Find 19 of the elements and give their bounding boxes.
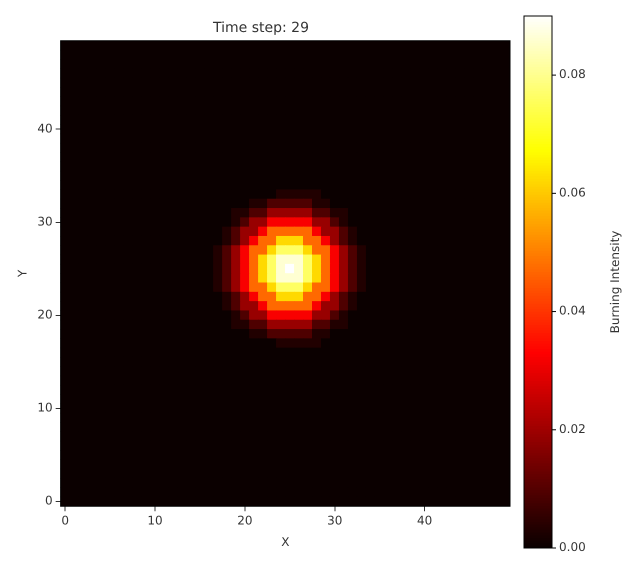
- x-tick-label: 20: [237, 514, 253, 528]
- color-bar-label: 0.02: [559, 422, 586, 436]
- y-tick-label: 0: [45, 494, 53, 508]
- y-tick-label: 30: [37, 214, 53, 228]
- color-bar-label: 0.06: [559, 185, 586, 200]
- y-tick-label: 40: [37, 121, 53, 136]
- x-tick-label: 30: [327, 514, 342, 528]
- y-tick-label: 10: [37, 400, 53, 415]
- y-axis-title: Y: [15, 269, 30, 278]
- x-axis-title: X: [281, 534, 290, 549]
- color-bar-label: 0.00: [559, 540, 586, 554]
- x-tick-label: 10: [147, 514, 163, 528]
- x-tick-label: 0: [61, 514, 69, 528]
- chart-title: Time step: 29: [212, 20, 309, 36]
- color-bar-label: 0.08: [559, 67, 586, 82]
- color-bar-label: 0.04: [559, 304, 586, 318]
- y-tick-label: 20: [37, 308, 53, 322]
- x-tick-label: 40: [416, 514, 432, 528]
- color-bar-title: Burning Intensity: [608, 230, 622, 334]
